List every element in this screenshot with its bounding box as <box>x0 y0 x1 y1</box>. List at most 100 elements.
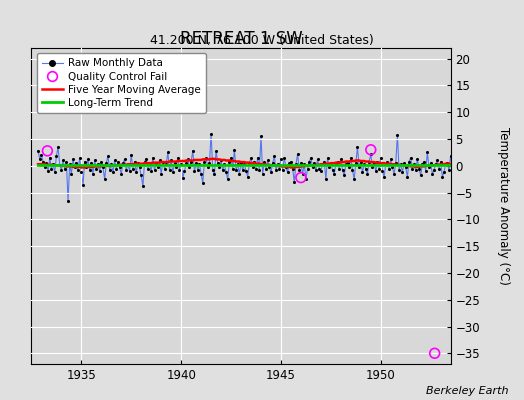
Point <box>436 158 445 165</box>
Point <box>190 168 199 174</box>
Point <box>390 171 398 177</box>
Point <box>185 164 194 171</box>
Point <box>238 167 247 173</box>
Point <box>365 158 373 165</box>
Point <box>197 171 205 177</box>
Point <box>427 160 435 166</box>
Point <box>367 151 375 157</box>
Point <box>91 157 99 164</box>
Point <box>214 160 222 166</box>
Point <box>393 132 401 138</box>
Point <box>378 168 387 174</box>
Point <box>111 157 119 164</box>
Point <box>309 164 317 171</box>
Point <box>342 161 350 168</box>
Point <box>388 164 397 171</box>
Point <box>470 171 478 177</box>
Point <box>79 181 87 188</box>
Point <box>466 160 475 166</box>
Point <box>222 169 230 176</box>
Point <box>290 179 299 185</box>
Point <box>367 146 375 153</box>
Point <box>431 161 440 168</box>
Point <box>81 158 89 165</box>
Text: Berkeley Earth: Berkeley Earth <box>426 386 508 396</box>
Point <box>60 165 69 172</box>
Point <box>336 156 345 163</box>
Point <box>358 169 367 176</box>
Point <box>316 168 325 174</box>
Point <box>357 158 365 165</box>
Point <box>57 167 66 173</box>
Point <box>210 171 219 177</box>
Point <box>440 169 448 176</box>
Point <box>320 158 329 165</box>
Point <box>89 171 97 177</box>
Point <box>232 167 240 173</box>
Point <box>282 164 290 171</box>
Point <box>435 165 443 172</box>
Point <box>102 160 111 166</box>
Point <box>250 158 258 165</box>
Point <box>94 161 102 168</box>
Point <box>52 153 61 159</box>
Point <box>187 158 195 165</box>
Point <box>59 157 67 164</box>
Point <box>377 154 385 161</box>
Point <box>413 156 422 163</box>
Point <box>330 171 339 177</box>
Point <box>325 164 333 171</box>
Point <box>74 167 82 173</box>
Point <box>293 151 302 157</box>
Point <box>245 160 254 166</box>
Point <box>36 156 44 163</box>
Point <box>352 160 360 166</box>
Point <box>343 160 352 166</box>
Point <box>278 167 287 173</box>
Point <box>305 158 313 165</box>
Point <box>472 161 480 168</box>
Point <box>248 164 257 171</box>
Point <box>205 160 214 166</box>
Point <box>62 158 71 165</box>
Point <box>124 161 132 168</box>
Point <box>105 167 114 173</box>
Point <box>242 168 250 174</box>
Point <box>67 171 75 177</box>
Point <box>458 167 466 173</box>
Point <box>114 158 122 165</box>
Point <box>193 167 202 173</box>
Point <box>468 167 476 173</box>
Point <box>255 167 264 173</box>
Point <box>383 158 391 165</box>
Point <box>303 165 312 172</box>
Point <box>438 173 446 180</box>
Point <box>443 160 452 166</box>
Point <box>407 154 415 161</box>
Point <box>49 161 57 168</box>
Point <box>347 154 355 161</box>
Point <box>121 156 129 163</box>
Point <box>446 153 455 159</box>
Point <box>463 158 472 165</box>
Point <box>84 156 92 163</box>
Point <box>230 146 238 153</box>
Point <box>302 176 310 182</box>
Point <box>252 165 260 172</box>
Point <box>127 152 135 158</box>
Point <box>360 161 368 168</box>
Point <box>145 161 154 168</box>
Point <box>219 167 227 173</box>
Point <box>319 161 327 168</box>
Point <box>410 161 418 168</box>
Point <box>163 149 172 156</box>
Point <box>247 154 255 161</box>
Point <box>220 161 228 168</box>
Point <box>160 165 169 172</box>
Point <box>333 158 342 165</box>
Point <box>125 168 134 174</box>
Point <box>154 164 162 171</box>
Point <box>264 157 272 164</box>
Point <box>82 164 91 171</box>
Point <box>423 149 432 156</box>
